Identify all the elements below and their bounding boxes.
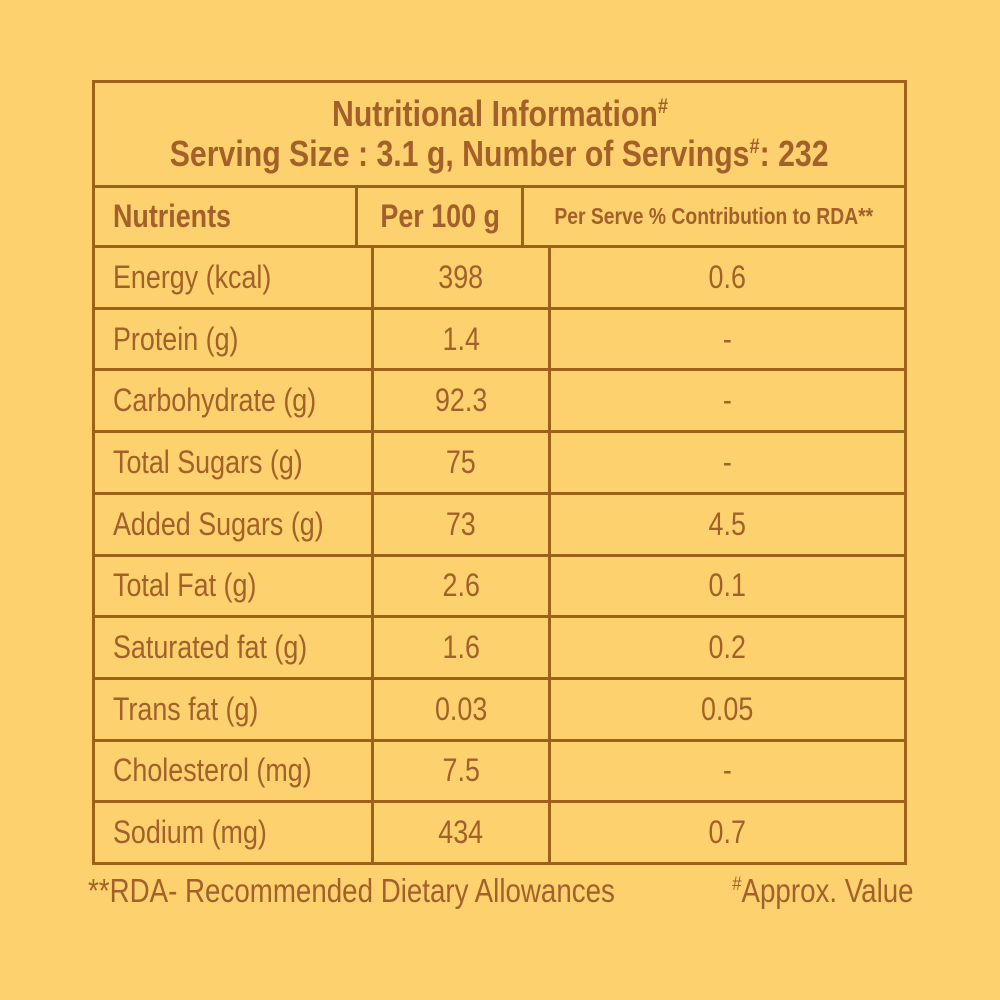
per-serve-rda-cell: -	[723, 382, 732, 419]
table-row-total-fat: Total Fat (g) 2.6 0.1	[95, 556, 904, 619]
per-100g-cell: 434	[374, 803, 551, 863]
per-serve-rda-cell: 0.6	[708, 258, 747, 295]
nutrient-name-cell: Carbohydrate (g)	[95, 371, 374, 431]
per-serve-rda-cell: 0.05	[701, 690, 754, 727]
per-100g-cell: 1.6	[374, 618, 551, 677]
nutrient-name-cell: Sodium (mg)	[95, 803, 374, 863]
table-row-added-sugars: Added Sugars (g) 73 4.5	[95, 494, 904, 557]
per-100g-cell: 0.03	[374, 679, 551, 739]
per-serve-rda-cell: 0.1	[708, 567, 747, 604]
per-100g-cell: 75	[374, 433, 551, 492]
table-row-carbohydrate: Carbohydrate (g) 92.3 -	[95, 371, 904, 434]
per-serve-rda-cell: -	[723, 320, 732, 357]
nutrient-name-cell: Added Sugars (g)	[95, 494, 374, 554]
nutrient-name-cell: Total Sugars (g)	[95, 433, 374, 492]
table-row-total-sugars: Total Sugars (g) 75 -	[95, 433, 904, 495]
nutrient-name-cell: Cholesterol (mg)	[95, 741, 374, 801]
column-header-per-100g: Per 100 g	[358, 188, 525, 245]
table-row-energy: Energy (kcal) 398 0.6	[95, 248, 904, 310]
footnote-approx: #Approx. Value	[733, 872, 914, 910]
serving-size-superscript: #	[749, 133, 760, 158]
footnote: **RDA- Recommended Dietary Allowances #A…	[88, 872, 914, 910]
footnote-approx-superscript: #	[732, 873, 742, 895]
nutrient-name-cell: Saturated fat (g)	[95, 618, 374, 677]
table-row-protein: Protein (g) 1.4 -	[95, 309, 904, 372]
nutrient-name-cell: Protein (g)	[95, 309, 374, 369]
serving-size-line: Serving Size : 3.1 g, Number of Servings…	[170, 134, 829, 174]
table-title-block: Nutritional Information# Serving Size : …	[95, 83, 904, 188]
serving-size-text: Serving Size : 3.1 g, Number of Servings	[170, 133, 750, 174]
per-serve-rda-cell: 0.7	[708, 814, 747, 851]
per-100g-cell: 2.6	[374, 556, 551, 616]
table-row-saturated-fat: Saturated fat (g) 1.6 0.2	[95, 618, 904, 680]
nutrient-name-cell: Total Fat (g)	[95, 556, 374, 616]
per-serve-rda-cell: -	[723, 443, 732, 480]
per-100g-cell: 73	[374, 494, 551, 554]
per-100g-cell: 92.3	[374, 371, 551, 431]
footnote-rda: **RDA- Recommended Dietary Allowances	[88, 872, 615, 909]
column-header-per-serve-rda: Per Serve % Contribution to RDA**	[554, 203, 874, 229]
per-serve-rda-cell: -	[723, 752, 732, 789]
per-serve-rda-cell: 4.5	[708, 505, 747, 542]
column-header-row: Nutrients Per 100 g Per Serve % Contribu…	[95, 188, 904, 248]
per-100g-cell: 7.5	[374, 741, 551, 801]
per-100g-cell: 398	[374, 248, 551, 307]
table-row-cholesterol: Cholesterol (mg) 7.5 -	[95, 741, 904, 804]
nutrient-name-cell: Energy (kcal)	[95, 248, 374, 307]
serving-size-tail: : 232	[759, 133, 829, 174]
table-row-trans-fat: Trans fat (g) 0.03 0.05	[95, 679, 904, 742]
table-title-superscript: #	[657, 93, 668, 118]
footnote-approx-text: Approx. Value	[741, 872, 914, 909]
per-100g-cell: 1.4	[374, 309, 551, 369]
table-title: Nutritional Information#	[331, 94, 667, 134]
per-serve-rda-cell: 0.2	[708, 629, 747, 666]
table-row-sodium: Sodium (mg) 434 0.7	[95, 803, 904, 863]
table-title-text: Nutritional Information	[331, 93, 658, 134]
nutrient-name-cell: Trans fat (g)	[95, 679, 374, 739]
column-header-nutrients: Nutrients	[95, 188, 359, 245]
nutrition-table: Nutritional Information# Serving Size : …	[92, 80, 907, 865]
